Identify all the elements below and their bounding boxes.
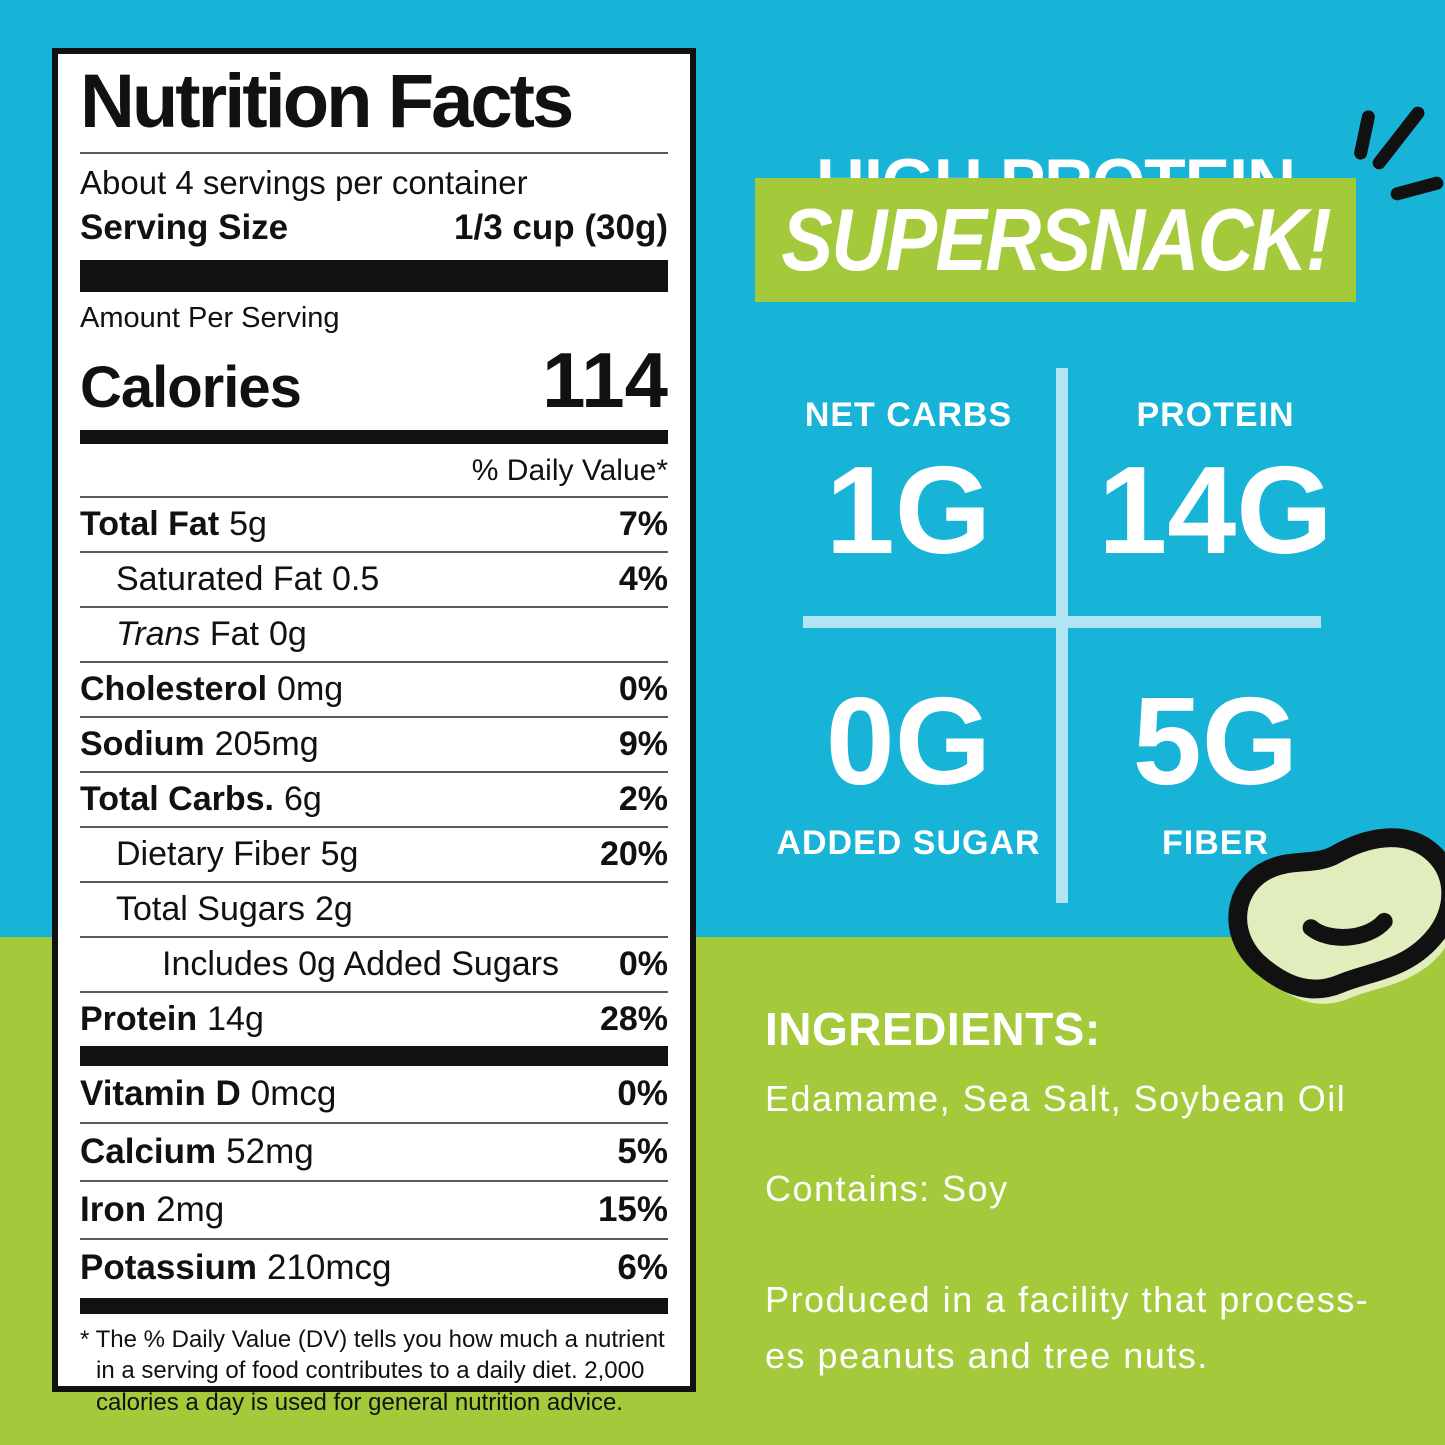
calories-row: Calories 114 xyxy=(80,335,668,426)
daily-value-percent: 28% xyxy=(599,999,668,1038)
nutrient-name: Trans Fat 0g xyxy=(116,614,307,653)
stat-value: 5G xyxy=(1132,673,1299,811)
nutrient-amount: 0mg xyxy=(277,669,344,708)
ingredients-list: Edamame, Sea Salt, Soybean Oil xyxy=(765,1078,1347,1119)
nutrient-amount: 205mg xyxy=(214,724,319,763)
daily-value-percent: 20% xyxy=(599,834,668,873)
calories-value: 114 xyxy=(542,335,668,424)
nutrient-row: Iron 2mg 15% xyxy=(80,1182,668,1240)
nutrient-row: Protein 14g 28% xyxy=(80,993,668,1046)
stat-value: 0G xyxy=(825,673,992,811)
nutrient-row: Total Carbs. 6g 2% xyxy=(80,773,668,828)
nutrient-name: Total Carbs. 6g xyxy=(80,779,322,818)
serving-size-label: Serving Size xyxy=(80,207,289,247)
nutrient-row: Includes 0g Added Sugars 0% xyxy=(80,938,668,993)
daily-value-percent: 0% xyxy=(618,669,668,708)
nutrient-name: Dietary Fiber 5g xyxy=(116,834,359,873)
nutrient-amount: 6g xyxy=(283,779,322,818)
stat-value: 1G xyxy=(825,442,992,580)
nutrient-row: Vitamin D 0mcg 0% xyxy=(80,1066,668,1124)
divider xyxy=(80,151,668,154)
thick-separator-bar xyxy=(80,1297,668,1314)
nutrient-amount: 5g xyxy=(229,504,267,543)
vitamin-rows: Vitamin D 0mcg 0% Calcium 52mg 5% Iron 2mg 15% Po… xyxy=(80,1066,668,1296)
nutrient-row: Potassium 210mcg 6% xyxy=(80,1240,668,1296)
amount-per-serving: Amount Per Serving xyxy=(80,301,340,334)
nutrient-amount: 0.5 xyxy=(332,559,380,598)
nutrient-amount: 2g xyxy=(315,889,353,928)
stats-divider-horizontal xyxy=(803,616,1321,628)
ingredients-block: INGREDIENTS: Edamame, Sea Salt, Soybean … xyxy=(765,1002,1375,1384)
nutrient-name: Vitamin D 0mcg xyxy=(80,1073,337,1113)
nutrient-row: Dietary Fiber 5g 20% xyxy=(80,828,668,883)
nutrient-row: Saturated Fat 0.5 4% xyxy=(80,553,668,608)
thick-separator-bar xyxy=(80,259,668,292)
facility-statement: Produced in a facility that process- es … xyxy=(765,1272,1375,1384)
nutrient-amount: 0mcg xyxy=(250,1073,337,1113)
nutrition-facts-panel: Nutrition Facts About 4 servings per con… xyxy=(52,48,696,1416)
nutrient-name: Includes 0g Added Sugars xyxy=(162,944,559,983)
stat-label: ADDED SUGAR xyxy=(776,824,1041,862)
daily-value-percent: 9% xyxy=(618,724,668,763)
daily-value-percent: 0% xyxy=(618,944,668,983)
supersnack-banner-text: SUPERSNACK! xyxy=(781,190,1331,289)
daily-value-percent: 6% xyxy=(617,1247,668,1287)
calories-label: Calories xyxy=(80,354,302,420)
nutrient-row: Trans Fat 0g xyxy=(80,608,668,663)
allergen-contains: Contains: Soy xyxy=(765,1168,1009,1209)
nutrient-row: Total Fat 5g 7% xyxy=(80,498,668,553)
nutrient-row: Cholesterol 0mg 0% xyxy=(80,663,668,718)
ingredients-heading: INGREDIENTS: xyxy=(765,1003,1101,1055)
nutrient-row: Sodium 205mg 9% xyxy=(80,718,668,773)
nutrient-row: Total Sugars 2g xyxy=(80,883,668,938)
nutrient-name: Iron 2mg xyxy=(80,1189,225,1229)
stat-net-carbs: NET CARBS 1G xyxy=(755,396,1062,573)
stat-fiber: 5G FIBER xyxy=(1062,668,1369,863)
servings-per-container: About 4 servings per container xyxy=(80,163,528,201)
nutrition-facts-title: Nutrition Facts xyxy=(80,59,574,144)
nutrient-name: Total Sugars 2g xyxy=(116,889,353,928)
nutrient-amount: 2mg xyxy=(156,1189,225,1229)
supersnack-banner: SUPERSNACK! xyxy=(755,178,1356,302)
daily-value-percent: 0% xyxy=(617,1073,668,1113)
stat-protein: PROTEIN 14G xyxy=(1062,396,1369,573)
stat-added-sugar: 0G ADDED SUGAR xyxy=(755,668,1062,863)
nutrient-name: Total Fat 5g xyxy=(80,504,267,543)
nutrient-name: Potassium 210mcg xyxy=(80,1247,392,1287)
daily-value-percent: 5% xyxy=(617,1131,668,1171)
stat-label: NET CARBS xyxy=(804,396,1013,434)
nutrient-rows: Total Fat 5g 7% Saturated Fat 0.5 4% Trans Fat… xyxy=(80,498,668,1046)
daily-value-percent: 7% xyxy=(618,504,668,543)
stat-label: PROTEIN xyxy=(1136,396,1295,434)
stat-value: 14G xyxy=(1098,442,1333,580)
facility-line: es peanuts and tree nuts. xyxy=(765,1334,1209,1376)
daily-value-footnote: * The % Daily Value (DV) tells you how m… xyxy=(80,1325,665,1417)
nutrient-name: Sodium 205mg xyxy=(80,724,319,763)
nutrient-name: Saturated Fat 0.5 xyxy=(116,559,380,598)
edamame-bean-icon xyxy=(1228,828,1445,1004)
macro-stats-grid: NET CARBS 1G PROTEIN 14G 0G ADDED SUGAR … xyxy=(755,368,1369,908)
daily-value-percent: 2% xyxy=(618,779,668,818)
daily-value-percent: 15% xyxy=(597,1189,668,1229)
nutrient-name: Cholesterol 0mg xyxy=(80,669,344,708)
nutrient-amount: 0g xyxy=(268,614,307,653)
nutrient-name: Protein 14g xyxy=(80,999,264,1038)
nutrient-name: Calcium 52mg xyxy=(80,1131,314,1171)
thick-separator-bar xyxy=(80,1045,668,1066)
medium-separator-bar xyxy=(80,429,668,444)
daily-value-header: % Daily Value* xyxy=(80,444,668,498)
serving-size-row: Serving Size 1/3 cup (30g) xyxy=(80,208,668,248)
nutrient-amount: 52mg xyxy=(226,1131,314,1171)
nutrient-amount: 210mcg xyxy=(267,1247,392,1287)
daily-value-percent: 4% xyxy=(618,559,668,598)
facility-line: Produced in a facility that process- xyxy=(765,1279,1370,1320)
stat-label: FIBER xyxy=(1162,824,1269,862)
nutrient-amount: 14g xyxy=(207,999,264,1038)
nutrient-amount: 5g xyxy=(320,834,359,873)
serving-size-value: 1/3 cup (30g) xyxy=(454,207,668,247)
nutrient-name-italic: Trans xyxy=(116,614,201,653)
stats-divider-vertical xyxy=(1056,368,1068,903)
nutrient-row: Calcium 52mg 5% xyxy=(80,1124,668,1182)
